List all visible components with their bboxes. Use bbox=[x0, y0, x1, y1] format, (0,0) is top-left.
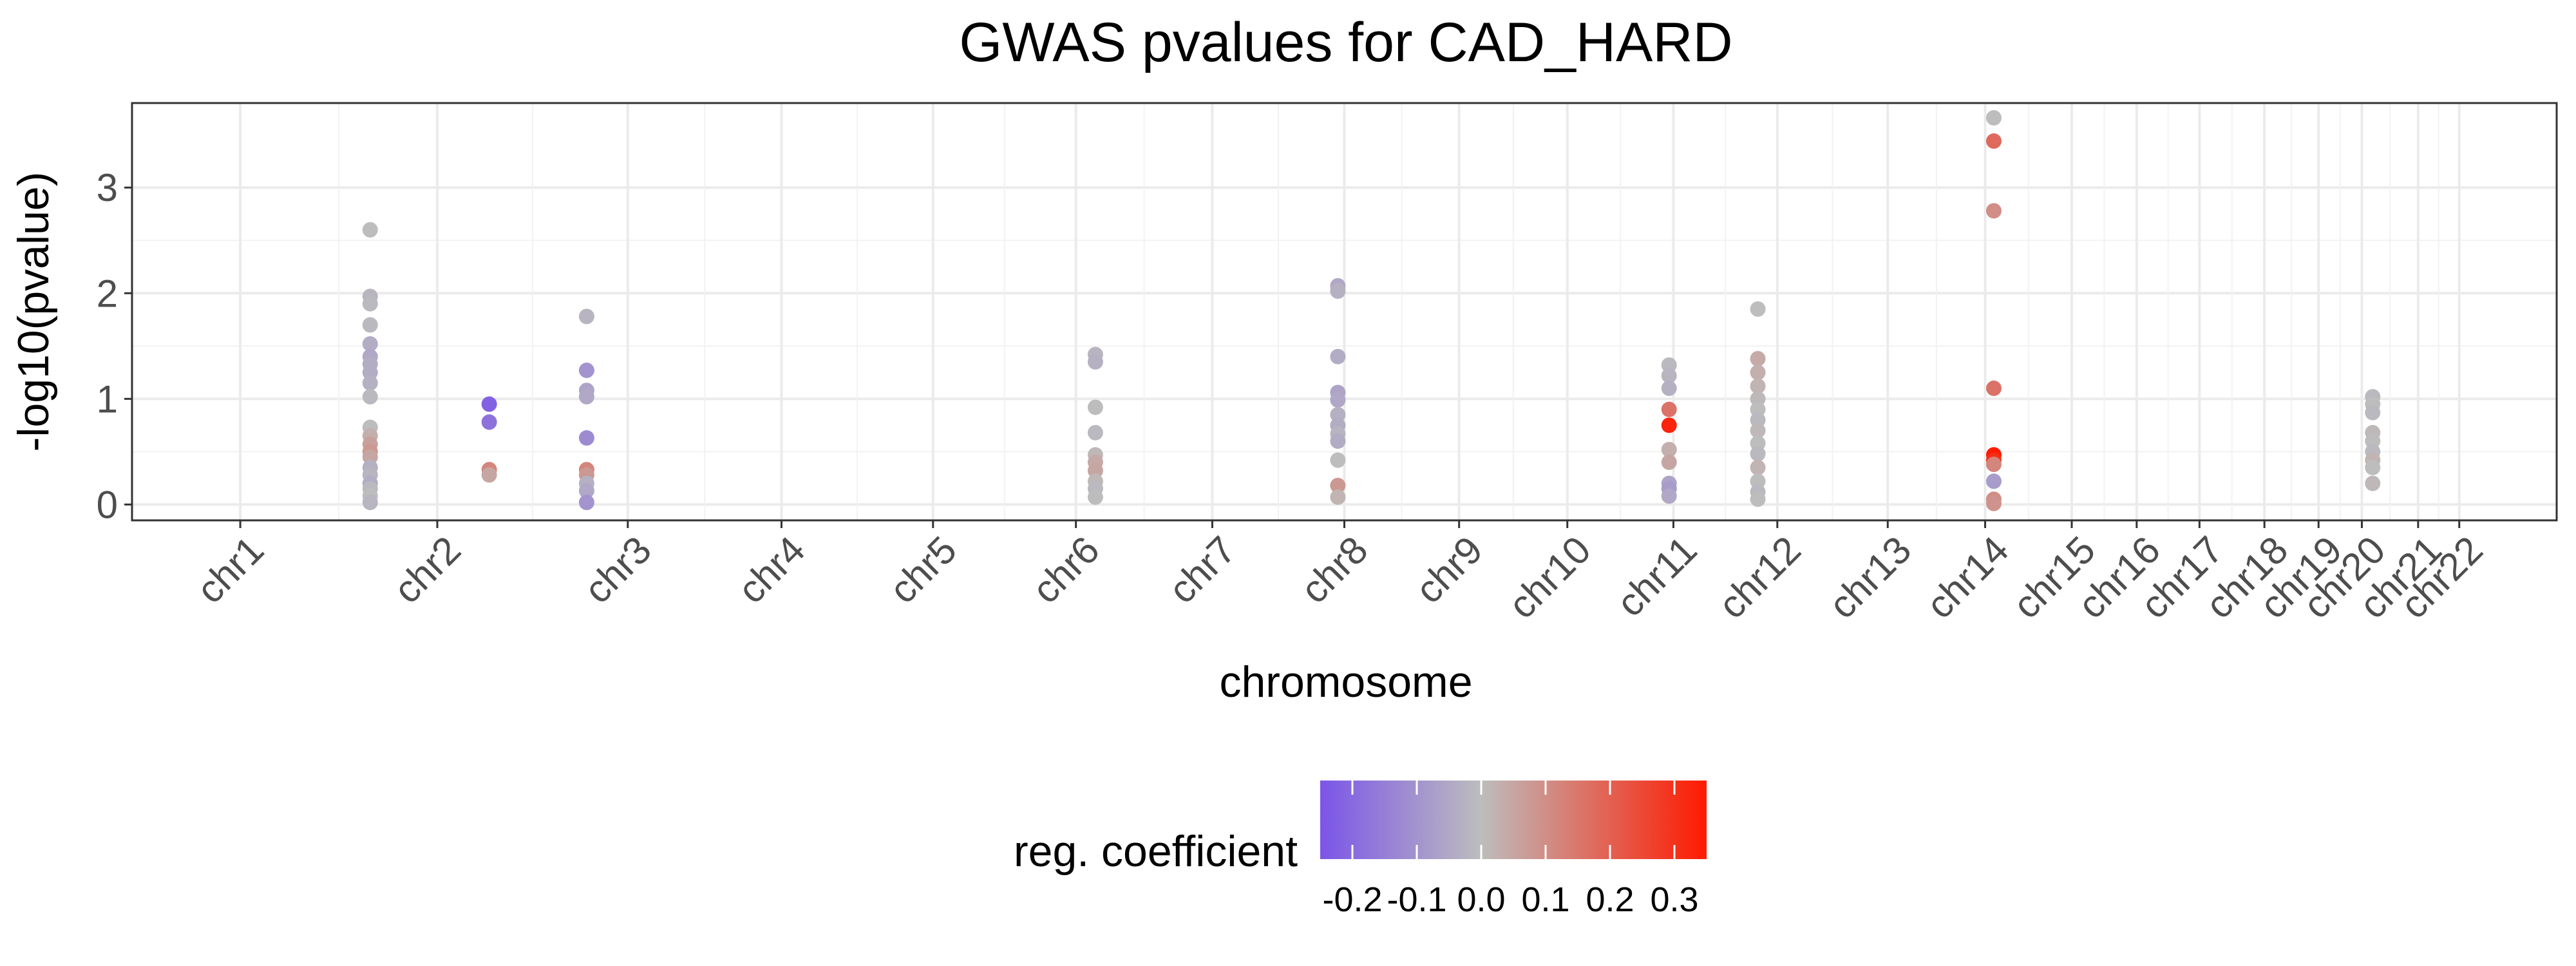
x-tick-label: chr8 bbox=[1293, 528, 1376, 612]
chart-title: GWAS pvalues for CAD_HARD bbox=[959, 12, 1732, 73]
data-point bbox=[578, 430, 594, 446]
data-point bbox=[362, 296, 378, 312]
data-point bbox=[1661, 454, 1677, 470]
data-point bbox=[1661, 401, 1677, 417]
data-point bbox=[1087, 462, 1103, 478]
data-point bbox=[1330, 452, 1346, 468]
colorbar-tick-label: -0.1 bbox=[1387, 880, 1446, 919]
data-point bbox=[578, 495, 594, 511]
x-tick-label: chr2 bbox=[385, 528, 469, 612]
x-tick-label: chr3 bbox=[576, 528, 659, 612]
x-tick-label: chr9 bbox=[1407, 528, 1491, 612]
data-point bbox=[1661, 417, 1677, 433]
data-point bbox=[1750, 422, 1766, 439]
data-point bbox=[1087, 424, 1103, 440]
data-point bbox=[1985, 495, 2002, 511]
data-point bbox=[1330, 348, 1346, 365]
data-point bbox=[1750, 491, 1766, 507]
data-point bbox=[1087, 354, 1103, 370]
colorbar-tick-label: 0.3 bbox=[1650, 880, 1698, 919]
colorbar-tick-label: 0.2 bbox=[1586, 880, 1634, 919]
x-tick-label: chr6 bbox=[1024, 528, 1108, 612]
data-point bbox=[481, 467, 497, 483]
data-point bbox=[1330, 489, 1346, 505]
data-point bbox=[362, 375, 378, 391]
data-point bbox=[1661, 368, 1677, 384]
data-point bbox=[2365, 404, 2381, 421]
x-tick-label: chr4 bbox=[730, 528, 813, 612]
data-point bbox=[1330, 477, 1346, 493]
colorbar-tick-label: 0.0 bbox=[1457, 880, 1505, 919]
legend-title: reg. coefficient bbox=[1014, 827, 1298, 876]
data-point bbox=[1750, 301, 1766, 317]
y-axis-title: -log10(pvalue) bbox=[9, 172, 58, 452]
data-point bbox=[2365, 475, 2381, 491]
y-tick-label: 0 bbox=[97, 483, 118, 526]
data-point bbox=[1661, 357, 1677, 373]
data-point bbox=[1985, 457, 2002, 473]
colorbar bbox=[1320, 781, 1707, 859]
colorbar-ticks: -0.2 -0.1 0.0 0.1 0.2 0.3 bbox=[1322, 781, 1699, 919]
data-point bbox=[1750, 391, 1766, 407]
x-axis: chr1 chr2 chr3 chr4 chr5 chr6 chr7 chr8 chr9 chr1… bbox=[188, 520, 2491, 627]
data-point bbox=[578, 308, 594, 325]
data-point bbox=[362, 317, 378, 333]
data-point bbox=[1330, 406, 1346, 422]
data-point bbox=[1985, 473, 2002, 489]
y-tick-label: 1 bbox=[97, 377, 118, 421]
data-point bbox=[362, 222, 378, 238]
data-point bbox=[362, 389, 378, 405]
data-point bbox=[362, 336, 378, 352]
data-point bbox=[2365, 433, 2381, 449]
y-tick-label: 2 bbox=[97, 272, 118, 315]
data-point bbox=[1985, 203, 2002, 219]
x-tick-label: chr1 bbox=[188, 528, 272, 612]
data-point bbox=[362, 495, 378, 511]
colorbar-tick-label: -0.2 bbox=[1322, 880, 1382, 919]
data-point bbox=[1750, 473, 1766, 489]
y-tick-label: 3 bbox=[97, 166, 118, 209]
data-point bbox=[1750, 435, 1766, 451]
x-tick-label: chr5 bbox=[881, 528, 965, 612]
data-point bbox=[1087, 489, 1103, 505]
x-tick-label: chr13 bbox=[1821, 528, 1920, 627]
data-point bbox=[1661, 442, 1677, 458]
data-point bbox=[1750, 365, 1766, 381]
data-point bbox=[1330, 433, 1346, 449]
color-legend: reg. coefficient -0.2 -0.1 0.0 0.1 0.2 0.3 bbox=[1014, 781, 1707, 919]
data-point bbox=[1330, 392, 1346, 408]
x-tick-label: chr10 bbox=[1500, 528, 1599, 627]
x-tick-label: chr11 bbox=[1608, 528, 1705, 625]
y-axis: 0 1 2 3 bbox=[97, 166, 132, 526]
data-point bbox=[481, 414, 497, 430]
data-point bbox=[362, 449, 378, 465]
data-point bbox=[1750, 378, 1766, 394]
x-axis-title: chromosome bbox=[1219, 658, 1472, 706]
data-point bbox=[481, 396, 497, 412]
data-point bbox=[362, 365, 378, 381]
data-point bbox=[1750, 412, 1766, 428]
data-point bbox=[1750, 401, 1766, 417]
data-point bbox=[578, 483, 594, 499]
x-tick-label: chr14 bbox=[1918, 528, 2017, 627]
data-point bbox=[1750, 351, 1766, 367]
data-point bbox=[578, 363, 594, 379]
data-point bbox=[1087, 399, 1103, 415]
data-point bbox=[578, 389, 594, 405]
data-point bbox=[1750, 446, 1766, 462]
data-point bbox=[1661, 488, 1677, 504]
data-point bbox=[1750, 459, 1766, 475]
x-tick-label: chr12 bbox=[1710, 528, 1810, 627]
data-point bbox=[1330, 283, 1346, 299]
data-point bbox=[1985, 133, 2002, 149]
x-tick-label: chr7 bbox=[1160, 528, 1244, 612]
data-point bbox=[1985, 380, 2002, 396]
data-point bbox=[1661, 380, 1677, 396]
data-point bbox=[2365, 459, 2381, 475]
colorbar-tick-label: 0.1 bbox=[1521, 880, 1569, 919]
data-points bbox=[362, 109, 2381, 511]
data-point bbox=[1985, 109, 2002, 126]
